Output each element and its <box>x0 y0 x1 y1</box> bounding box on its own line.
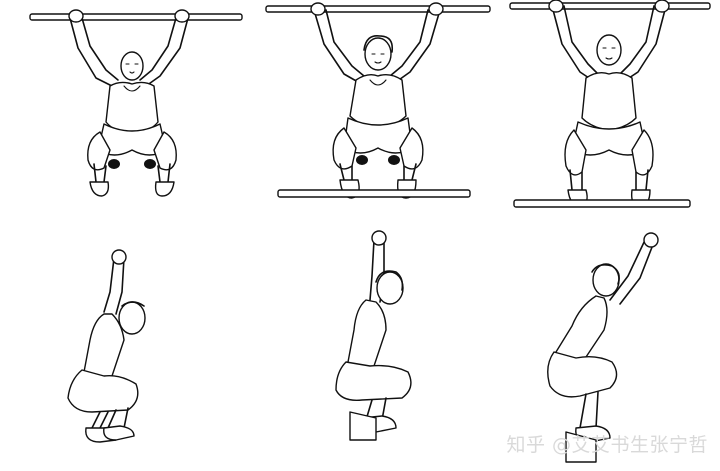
dowel-overhead-1 <box>29 13 243 21</box>
dowel-overhead-3 <box>509 2 711 10</box>
figure-side-1 <box>67 249 146 443</box>
figure-front-flat <box>29 9 243 197</box>
figure-front-heel-lift <box>265 2 491 199</box>
watermark-text: 知乎 @艾艾书生张宁哲 <box>506 434 708 456</box>
figure-side-3 <box>547 232 659 463</box>
figure-side-2 <box>335 230 412 441</box>
wedge-block <box>349 411 377 441</box>
figure-front-board <box>509 0 711 208</box>
dowel-under-heels <box>277 189 471 198</box>
wedge-block-2 <box>565 431 597 463</box>
board-under-feet <box>513 199 691 208</box>
dowel-overhead-2 <box>265 5 491 13</box>
